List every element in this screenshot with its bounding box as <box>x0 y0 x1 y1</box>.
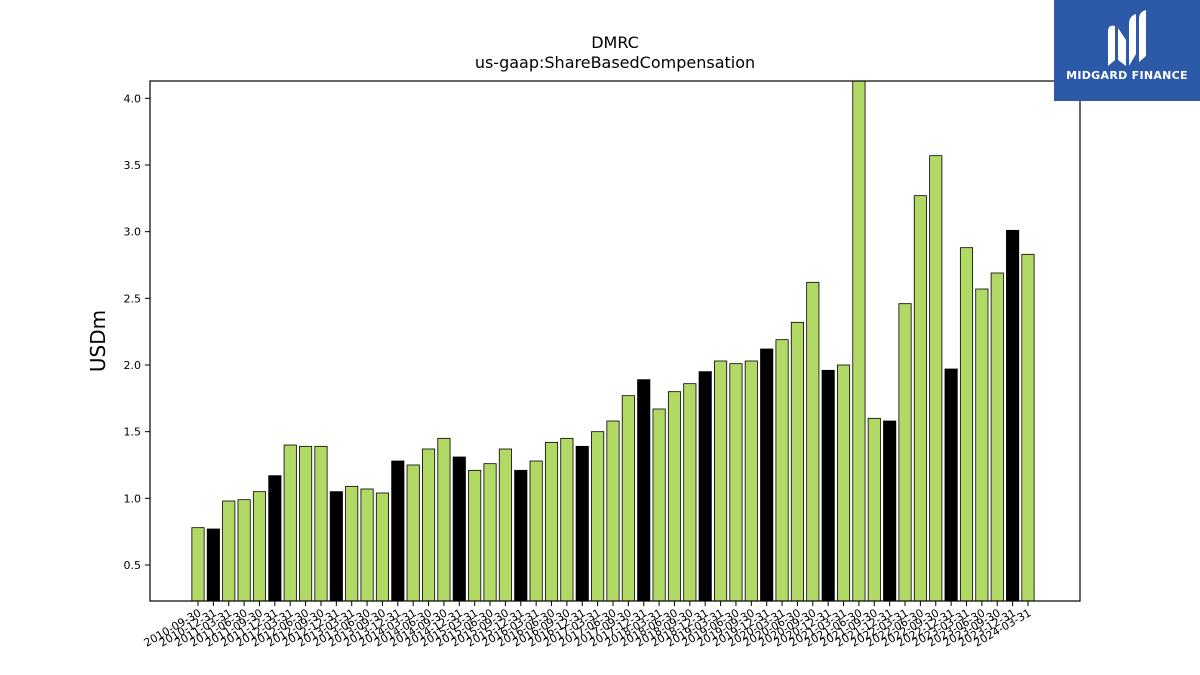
bar-2018-09-30 <box>683 383 697 602</box>
bar-2021-09-30 <box>867 417 881 602</box>
bar-2015-03-31 <box>468 469 482 602</box>
bar-2021-06-30 <box>852 80 866 602</box>
bar-2019-06-30 <box>729 363 743 602</box>
bar-2014-12-31 <box>452 456 466 602</box>
bar-2015-06-30 <box>483 463 497 602</box>
y-axis-label: USDm <box>86 310 110 372</box>
bar-2021-12-31 <box>883 420 897 602</box>
bar-2011-06-30 <box>237 499 251 602</box>
bar-2010-09-30 <box>191 527 205 602</box>
bar-2018-03-31 <box>652 408 666 602</box>
y-axis-ticks: 0.5 1.0 1.5 2.0 2.5 3.0 3.5 4.0 <box>124 92 150 572</box>
y-tick-label: 3.0 <box>124 226 142 239</box>
y-tick-label: 2.0 <box>124 359 142 372</box>
bar-2012-09-30 <box>314 445 328 602</box>
bar-2011-12-31 <box>268 475 282 602</box>
chart-title: DMRC <box>591 33 639 52</box>
bar-2018-06-30 <box>667 391 682 602</box>
plot-frame <box>149 80 1081 602</box>
bar-2017-03-31 <box>591 431 605 602</box>
bar-2012-03-31 <box>283 444 297 602</box>
bar-2023-09-30 <box>990 272 1004 602</box>
bar-2012-06-30 <box>299 445 313 602</box>
bar-2012-12-31 <box>329 491 343 602</box>
bar-2013-06-30 <box>360 488 374 602</box>
brand-logo: MIDGARD FINANCE <box>1054 0 1200 101</box>
bar-2022-03-31 <box>898 303 912 602</box>
bar-2019-09-30 <box>744 360 758 602</box>
bar-2019-12-31 <box>760 348 774 602</box>
bar-2020-09-30 <box>806 281 820 602</box>
bar-2020-12-31 <box>821 369 835 602</box>
chart-subtitle: us-gaap:ShareBasedCompensation <box>475 53 755 72</box>
y-tick-label: 4.0 <box>124 92 142 105</box>
bar-2014-03-31 <box>406 464 420 602</box>
bar-2017-09-30 <box>621 395 635 602</box>
bar-2020-06-30 <box>790 321 804 602</box>
bar-2021-03-31 <box>836 364 851 602</box>
bar-2022-06-30 <box>913 195 927 602</box>
bar-2013-09-30 <box>375 492 389 602</box>
bar-2020-03-31 <box>775 339 789 602</box>
bar-2016-12-31 <box>575 445 589 602</box>
bar-2023-03-31 <box>959 247 974 602</box>
bar-2016-06-30 <box>544 441 559 602</box>
bar-2024-03-31 <box>1021 253 1035 602</box>
bar-2013-03-31 <box>345 485 359 602</box>
bar-2023-12-31 <box>1006 229 1020 602</box>
bar-2017-12-31 <box>637 379 651 602</box>
bar-2015-12-31 <box>514 469 528 602</box>
bar-2016-09-30 <box>560 437 574 602</box>
x-axis-ticks: 2010-09-302010-12-312011-03-312011-06-30… <box>142 601 1033 650</box>
y-tick-label: 1.5 <box>124 426 142 439</box>
y-tick-label: 1.0 <box>124 492 142 505</box>
bar-2014-09-30 <box>437 437 451 602</box>
bar-2019-03-31 <box>714 360 728 602</box>
bar-2014-06-30 <box>421 448 436 602</box>
bar-2010-12-31 <box>206 528 220 602</box>
bar-2022-09-30 <box>929 155 943 602</box>
bar-2016-03-31 <box>529 460 543 602</box>
brand-name: MIDGARD FINANCE <box>1066 69 1188 82</box>
bar-2017-06-30 <box>606 420 620 602</box>
bars-group <box>191 80 1035 602</box>
y-tick-label: 2.5 <box>124 292 142 305</box>
bar-2011-03-31 <box>222 500 236 602</box>
bar-2018-12-31 <box>698 371 712 602</box>
midgard-m-logo-icon <box>1108 10 1146 67</box>
bar-2022-12-31 <box>944 368 958 602</box>
y-tick-label: 3.5 <box>124 159 142 172</box>
bar-2023-06-30 <box>975 288 989 602</box>
bar-2015-09-30 <box>498 448 512 602</box>
bar-2013-12-31 <box>391 460 405 602</box>
y-tick-label: 0.5 <box>124 559 142 572</box>
bar-2011-09-30 <box>252 491 267 602</box>
